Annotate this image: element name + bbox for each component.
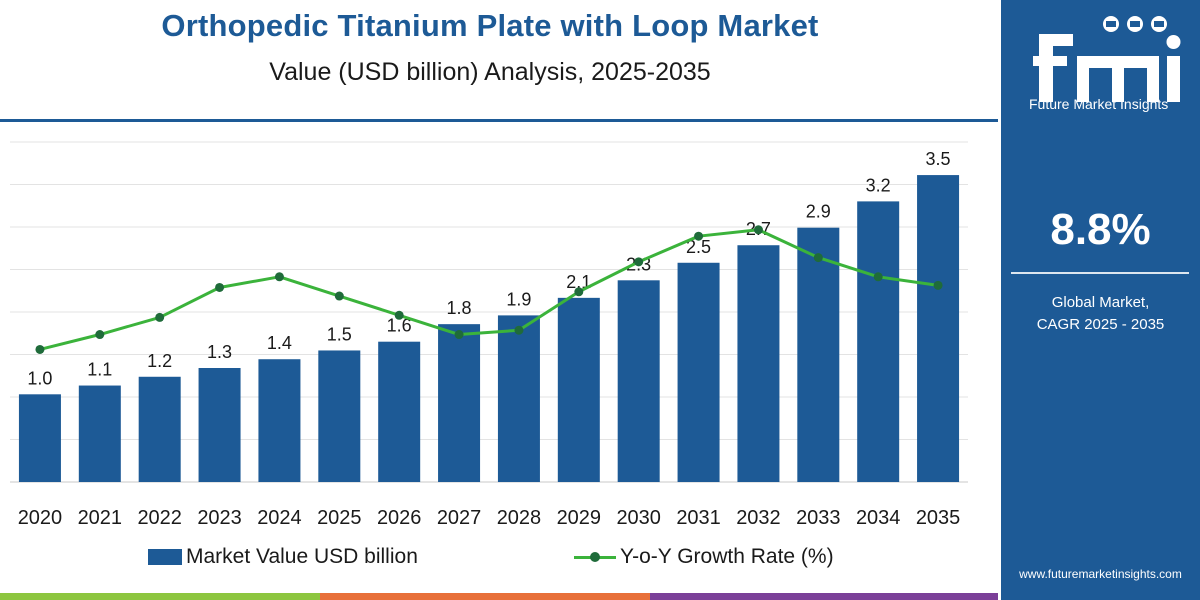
legend-bar-swatch [148,549,182,565]
bar-2024 [258,359,301,482]
x-tick-2024: 2024 [257,507,302,529]
x-tick-2029: 2029 [557,507,602,529]
website-url[interactable]: www.futuremarketinsights.com [1019,567,1182,581]
x-tick-2026: 2026 [377,507,422,529]
bar-2021 [78,385,121,482]
cagr-label: Global Market, CAGR 2025 - 2035 [1001,292,1200,336]
growth-point-2021 [95,330,105,340]
bar-2029 [557,297,600,482]
cagr-label-line1: Global Market, [1051,294,1150,311]
growth-point-2027 [454,330,464,340]
x-tick-2030: 2030 [616,507,661,529]
cagr-value: 8.8% [1050,205,1151,254]
bar-2033 [797,227,840,482]
data-label-2034: 3.2 [866,175,891,195]
chart-area: 1.0 2020 1.1 2021 1.2 2022 1.3 2023 1.4 2024 1.5 20… [10,141,968,529]
data-label-2021: 1.1 [87,360,112,380]
bar-2022 [138,376,181,482]
growth-point-2035 [933,280,943,290]
data-label-2027: 1.8 [447,298,472,318]
growth-point-2023 [215,282,225,292]
x-tick-2021: 2021 [78,507,123,529]
legend-item-growth-rate: Y-o-Y Growth Rate (%) [574,543,834,571]
x-tick-2033: 2033 [796,507,841,529]
x-tick-2028: 2028 [497,507,542,529]
x-tick-2034: 2034 [856,507,901,529]
growth-point-2030 [634,257,644,267]
bar-2027 [438,324,481,482]
x-tick-2023: 2023 [197,507,242,529]
legend-item-market-value: Market Value USD billion [148,543,418,571]
bar-2026 [378,341,421,482]
legend-label-growth-rate: Y-o-Y Growth Rate (%) [620,545,834,568]
bar-2020 [18,394,61,482]
legend-label-market-value: Market Value USD billion [186,545,418,568]
growth-point-2025 [334,291,344,301]
data-label-2028: 1.9 [506,289,531,309]
x-tick-2027: 2027 [437,507,482,529]
data-label-2035: 3.5 [926,149,951,169]
growth-point-2032 [753,225,763,235]
header-divider [0,119,998,122]
bar-2032 [737,245,780,482]
growth-point-2029 [574,287,584,297]
growth-rate-line [39,228,939,351]
bar-2028 [497,315,540,482]
growth-point-2034 [873,272,883,282]
growth-point-2031 [694,231,704,241]
legend-line-swatch [574,549,616,565]
bar-2034 [857,201,900,482]
bar-2025 [318,350,361,482]
footer-strip-purple [650,593,998,600]
chart-subtitle: Value (USD billion) Analysis, 2025-2035 [269,58,711,86]
footer-strip-green [0,593,320,600]
data-label-2023: 1.3 [207,342,232,362]
growth-point-2024 [274,272,284,282]
fmi-logo [1033,16,1181,102]
growth-point-2022 [155,312,165,322]
x-tick-2031: 2031 [676,507,721,529]
x-tick-2032: 2032 [736,507,781,529]
bar-2030 [617,280,660,482]
x-tick-2022: 2022 [137,507,182,529]
data-label-2020: 1.0 [27,368,52,388]
data-label-2033: 2.9 [806,202,831,222]
data-label-2025: 1.5 [327,324,352,344]
growth-point-2028 [514,325,524,335]
growth-point-2033 [813,253,823,263]
bar-2031 [677,262,720,482]
data-label-2022: 1.2 [147,351,172,371]
data-label-2029: 2.1 [566,272,591,292]
growth-point-2020 [35,344,45,354]
x-tick-2020: 2020 [18,507,63,529]
growth-point-2026 [394,310,404,320]
x-tick-2025: 2025 [317,507,362,529]
chart-title: Orthopedic Titanium Plate with Loop Mark… [161,8,819,43]
data-label-2031: 2.5 [686,237,711,257]
x-tick-2035: 2035 [916,507,961,529]
footer-strip-orange [320,593,650,600]
logo-tagline: Future Market Insights [1029,96,1169,112]
bar-2035 [917,175,960,483]
data-label-2026: 1.6 [387,316,412,336]
summary-panel: Future Market Insights 8.8% Global Marke… [998,0,1200,600]
data-label-2024: 1.4 [267,333,292,353]
bar-2023 [198,368,241,482]
cagr-label-line2: CAGR 2025 - 2035 [1036,316,1165,333]
panel-divider [1011,272,1189,274]
